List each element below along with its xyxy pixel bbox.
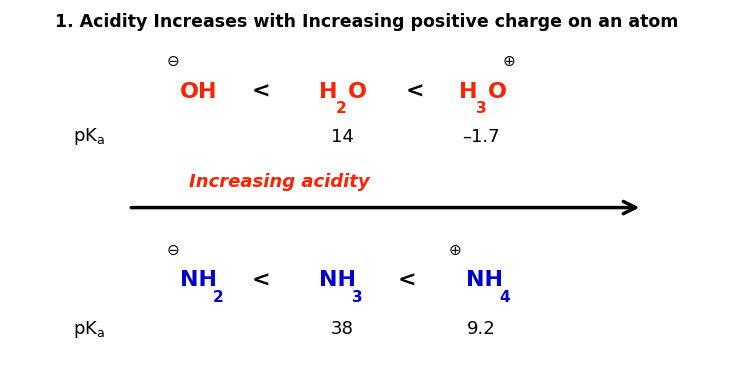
Text: OH: OH — [180, 82, 217, 102]
Text: ⊕: ⊕ — [448, 243, 462, 258]
Text: NH: NH — [319, 270, 356, 291]
Text: <: < — [398, 270, 417, 291]
Text: <: < — [405, 82, 424, 102]
Text: H: H — [319, 82, 338, 102]
Text: 3: 3 — [476, 101, 486, 116]
Text: 14: 14 — [330, 128, 354, 145]
Text: O: O — [348, 82, 367, 102]
Text: NH: NH — [466, 270, 503, 291]
Text: ⊖: ⊖ — [166, 243, 179, 258]
Text: 9.2: 9.2 — [466, 320, 495, 338]
Text: 2: 2 — [336, 101, 347, 116]
Text: H: H — [459, 82, 477, 102]
Text: pK$_\mathregular{a}$: pK$_\mathregular{a}$ — [73, 126, 106, 147]
Text: <: < — [251, 82, 270, 102]
Text: 2: 2 — [213, 290, 224, 305]
Text: Increasing acidity: Increasing acidity — [189, 173, 369, 191]
Text: ⊖: ⊖ — [166, 54, 179, 69]
Text: 3: 3 — [352, 290, 363, 305]
Text: –1.7: –1.7 — [462, 128, 500, 145]
Text: ⊕: ⊕ — [503, 54, 516, 69]
Text: NH: NH — [180, 270, 217, 291]
Text: O: O — [487, 82, 506, 102]
Text: 4: 4 — [499, 290, 509, 305]
Text: 38: 38 — [330, 320, 354, 338]
Text: pK$_\mathregular{a}$: pK$_\mathregular{a}$ — [73, 319, 106, 340]
Text: 1. Acidity Increases with Increasing positive charge on an atom: 1. Acidity Increases with Increasing pos… — [55, 13, 679, 31]
Text: <: < — [251, 270, 270, 291]
